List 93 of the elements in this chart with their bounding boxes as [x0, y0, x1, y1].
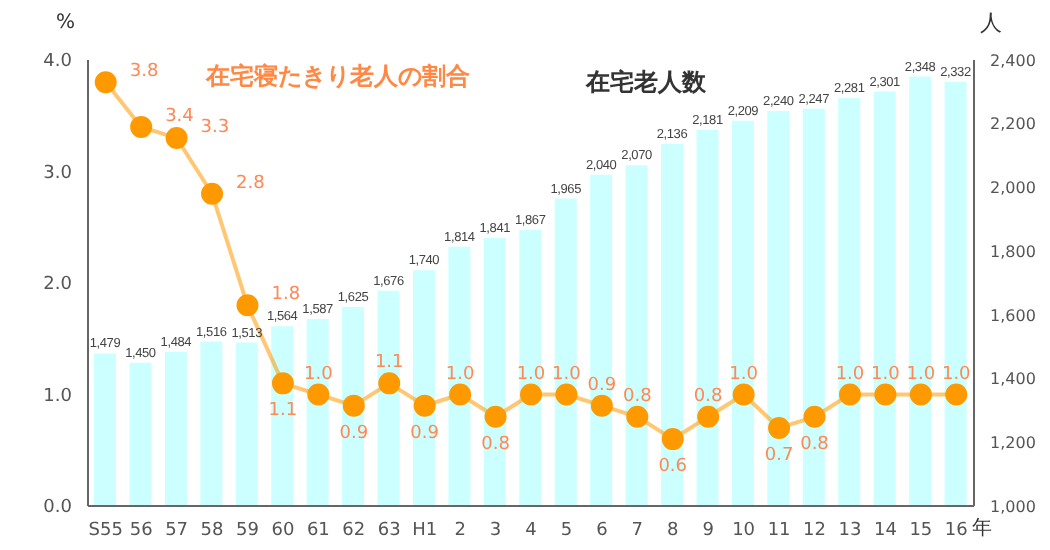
point	[661, 428, 684, 451]
x-tick-label: 4	[525, 520, 538, 541]
data-label: 1.0	[906, 364, 936, 385]
point	[768, 416, 791, 439]
point	[874, 383, 897, 406]
point	[555, 383, 578, 406]
point	[307, 383, 330, 406]
y2-tick-label: 1,800	[990, 242, 1036, 261]
y2-axis-title: 人	[980, 8, 1002, 38]
series-label: 在宅寝たきり老人の割合	[206, 60, 470, 94]
y-tick-label: 0.0	[43, 498, 73, 519]
point	[520, 383, 542, 406]
x-tick-label: 16	[944, 520, 969, 541]
x-tick-label: 56	[129, 520, 154, 541]
x-tick-label: S55	[88, 520, 123, 541]
point	[945, 383, 968, 406]
x-tick-label: 57	[165, 520, 189, 541]
x-tick-label: 14	[873, 520, 898, 541]
y2-tick-label: 2,400	[990, 51, 1036, 70]
x-tick-label: 62	[342, 520, 366, 541]
x-tick-label: 8	[667, 520, 680, 541]
point	[201, 182, 224, 205]
x-tick-label: 59	[236, 520, 260, 541]
point	[697, 405, 720, 428]
data-label: 3.4	[165, 106, 195, 127]
x-tick-label: 60	[271, 520, 295, 541]
point	[165, 127, 188, 150]
point	[94, 71, 117, 94]
point	[236, 294, 259, 317]
data-label: 0.8	[693, 386, 724, 407]
point	[838, 383, 861, 406]
data-label: 1.0	[552, 364, 582, 385]
y2-tick-label: 2,200	[990, 115, 1036, 134]
data-label: 1.0	[516, 364, 546, 385]
data-label: 0.9	[410, 423, 440, 444]
point	[909, 383, 932, 406]
data-label: 2.8	[236, 173, 266, 194]
y-tick-label: 3.0	[43, 163, 73, 184]
data-label: 3.8	[129, 62, 159, 83]
data-label: 1.1	[374, 353, 404, 374]
point	[803, 405, 826, 428]
y-axis-title: %	[56, 12, 76, 34]
x-tick-label: 2	[454, 520, 466, 541]
data-label: 1.8	[271, 285, 301, 306]
series-label: 在宅老人数	[586, 66, 706, 100]
x-tick-label: 58	[200, 520, 225, 541]
data-label: 1.0	[941, 364, 972, 385]
data-label: 1.0	[871, 364, 901, 385]
y2-tick-label: 1,200	[990, 433, 1036, 452]
point	[484, 405, 507, 428]
data-label: 0.8	[622, 386, 653, 407]
x-tick-label: 13	[838, 520, 862, 541]
point	[590, 394, 613, 417]
x-tick-label: 3	[489, 520, 502, 541]
data-label: 1.0	[445, 364, 475, 385]
data-label: 0.7	[764, 445, 794, 466]
x-tick-label: 9	[702, 520, 715, 541]
x-tick-label: 15	[909, 520, 933, 541]
x-tick-label: 5	[560, 520, 573, 541]
data-label: 0.9	[587, 375, 617, 396]
x-tick-label: 7	[631, 520, 644, 541]
y-tick-label: 4.0	[43, 52, 73, 73]
x-tick-label: 11	[767, 520, 791, 541]
y-tick-label: 1.0	[43, 386, 73, 407]
data-label: 0.8	[481, 434, 511, 455]
data-label: 1.0	[835, 364, 865, 385]
point	[130, 115, 153, 138]
point	[626, 405, 649, 428]
x-axis-title: 年	[972, 516, 992, 542]
y-tick-label: 2.0	[43, 275, 73, 296]
x-tick-label: 10	[732, 520, 756, 541]
x-tick-label: 61	[306, 520, 330, 541]
x-tick-label: 63	[377, 520, 401, 541]
point	[413, 394, 436, 417]
data-label: 1.0	[729, 364, 759, 385]
data-label: 3.3	[200, 118, 230, 139]
point	[378, 372, 401, 395]
data-label: 1.1	[268, 401, 298, 422]
point	[449, 383, 472, 406]
y2-tick-label: 1,000	[990, 497, 1036, 516]
data-label: 0.9	[339, 423, 369, 444]
data-label: 1.0	[304, 364, 334, 385]
point	[271, 372, 294, 395]
x-tick-label: 12	[803, 520, 826, 541]
point	[732, 383, 755, 406]
data-label: 0.8	[800, 434, 830, 455]
x-tick-label: H1	[412, 520, 438, 541]
data-label: 0.6	[658, 457, 688, 478]
y2-tick-label: 1,400	[990, 370, 1036, 389]
x-tick-label: 6	[596, 520, 609, 541]
point	[342, 394, 365, 417]
y2-tick-label: 2,000	[990, 179, 1036, 198]
y2-tick-label: 1,600	[990, 306, 1036, 325]
